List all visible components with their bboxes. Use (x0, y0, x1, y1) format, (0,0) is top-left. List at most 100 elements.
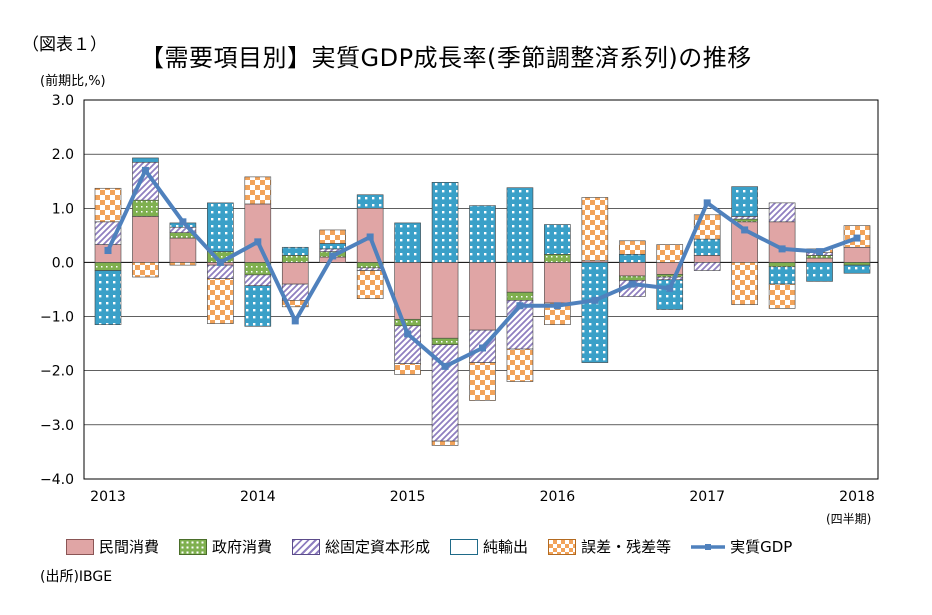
bar-investment (207, 264, 234, 279)
legend-item-government: 政府消費 (179, 536, 272, 557)
legend-label-gdp: 実質GDP (730, 538, 793, 556)
legend-item-errors: 誤差・残差等 (548, 536, 671, 557)
bar-net_exports (244, 285, 272, 327)
bars-group (94, 157, 871, 446)
bar-net_exports (431, 181, 459, 263)
x-tick-label: 2015 (390, 489, 426, 505)
y-tick-label: 2.0 (52, 147, 74, 163)
bar-errors (94, 187, 122, 223)
bar-net_exports (544, 224, 571, 255)
bar-errors (431, 440, 459, 446)
bar-net_exports (319, 243, 347, 250)
bar-government (94, 262, 122, 271)
legend-label-government: 政府消費 (212, 538, 273, 556)
bar-government (768, 262, 796, 268)
bar-government (806, 255, 833, 259)
x-tick-label: 2018 (839, 489, 875, 505)
bar-net_exports (731, 186, 758, 217)
bar-consumption (806, 257, 833, 263)
gdp-point (591, 296, 599, 304)
bar-net_exports (768, 266, 796, 285)
bar-investment (768, 202, 796, 223)
gdp-point (441, 362, 449, 370)
bar-errors (618, 240, 646, 255)
bar-net_exports (207, 202, 234, 252)
bar-net_exports (693, 238, 721, 256)
bar-net_exports (618, 254, 646, 263)
gdp-point (853, 234, 861, 242)
legend-item-net-exports: 純輸出 (450, 536, 528, 557)
legend-item-gdp: 実質GDP (691, 536, 792, 557)
bar-consumption (169, 237, 197, 263)
bar-errors (506, 348, 534, 382)
bar-government (394, 318, 421, 327)
y-tick-label: −3.0 (40, 418, 74, 434)
gdp-point (141, 166, 149, 174)
gdp-point (816, 248, 824, 256)
bar-consumption (244, 203, 272, 263)
bar-errors (356, 270, 384, 300)
bar-errors (244, 176, 272, 205)
gdp-point (366, 233, 374, 241)
bar-investment (656, 276, 684, 281)
bar-net_exports (581, 262, 609, 363)
bar-government (281, 255, 309, 263)
bar-consumption (281, 262, 309, 285)
bar-consumption (693, 255, 721, 263)
legend-swatch-consumption (66, 538, 94, 555)
gdp-point (291, 317, 299, 325)
bar-consumption (544, 262, 571, 304)
legend-label-errors: 誤差・残差等 (581, 538, 672, 556)
bar-consumption (843, 246, 871, 263)
bar-net_exports (506, 187, 534, 263)
bar-net_exports (281, 246, 309, 256)
bar-consumption (431, 262, 459, 339)
gdp-point (741, 226, 749, 234)
y-tick-label: −4.0 (40, 472, 74, 488)
gdp-point (104, 247, 112, 255)
bar-government (843, 262, 871, 266)
y-tick-label: 1.0 (52, 201, 74, 217)
legend-item-consumption: 民間消費 (66, 536, 159, 557)
bar-consumption (506, 262, 534, 293)
x-tick-label: 2016 (540, 489, 576, 505)
gdp-point (179, 218, 187, 226)
x-tick-label: 2013 (90, 489, 126, 505)
bar-net_exports (356, 194, 384, 209)
bar-errors (394, 363, 421, 375)
y-tick-label: −2.0 (40, 364, 74, 380)
legend-label-consumption: 民間消費 (99, 538, 160, 556)
bar-errors (132, 262, 159, 278)
gdp-point (516, 302, 524, 310)
bar-government (544, 254, 571, 263)
legend-label-net-exports: 純輸出 (483, 538, 529, 556)
bar-net_exports (843, 264, 871, 274)
figure-label: （図表１） (22, 35, 107, 55)
bar-net_exports (469, 205, 496, 263)
gdp-point (216, 258, 224, 266)
gdp-point (254, 238, 262, 246)
bar-errors (581, 197, 609, 262)
legend: 民間消費 政府消費 総固定資本形成 純輸出 誤差・残差等 実質GDP (66, 536, 812, 557)
gdp-point (404, 330, 412, 338)
legend-swatch-net-exports (450, 538, 479, 555)
gdp-point (329, 252, 337, 260)
gdp-point (479, 344, 486, 352)
bar-net_exports (94, 270, 122, 325)
bar-net_exports (806, 262, 833, 282)
y-tick-label: −1.0 (40, 310, 74, 326)
y-axis-unit: (前期比,%) (40, 74, 106, 89)
bar-consumption (132, 216, 159, 263)
x-tick-label: 2017 (689, 489, 725, 505)
legend-label-investment: 総固定資本形成 (325, 538, 431, 556)
gdp-point (553, 302, 561, 310)
bar-errors (207, 278, 234, 324)
y-tick-label: 3.0 (52, 93, 74, 109)
bar-net_exports (394, 222, 421, 263)
bar-government (618, 275, 646, 281)
bar-government (506, 291, 534, 301)
bar-errors (281, 300, 309, 308)
bar-errors (768, 283, 796, 309)
bar-errors (731, 262, 758, 305)
